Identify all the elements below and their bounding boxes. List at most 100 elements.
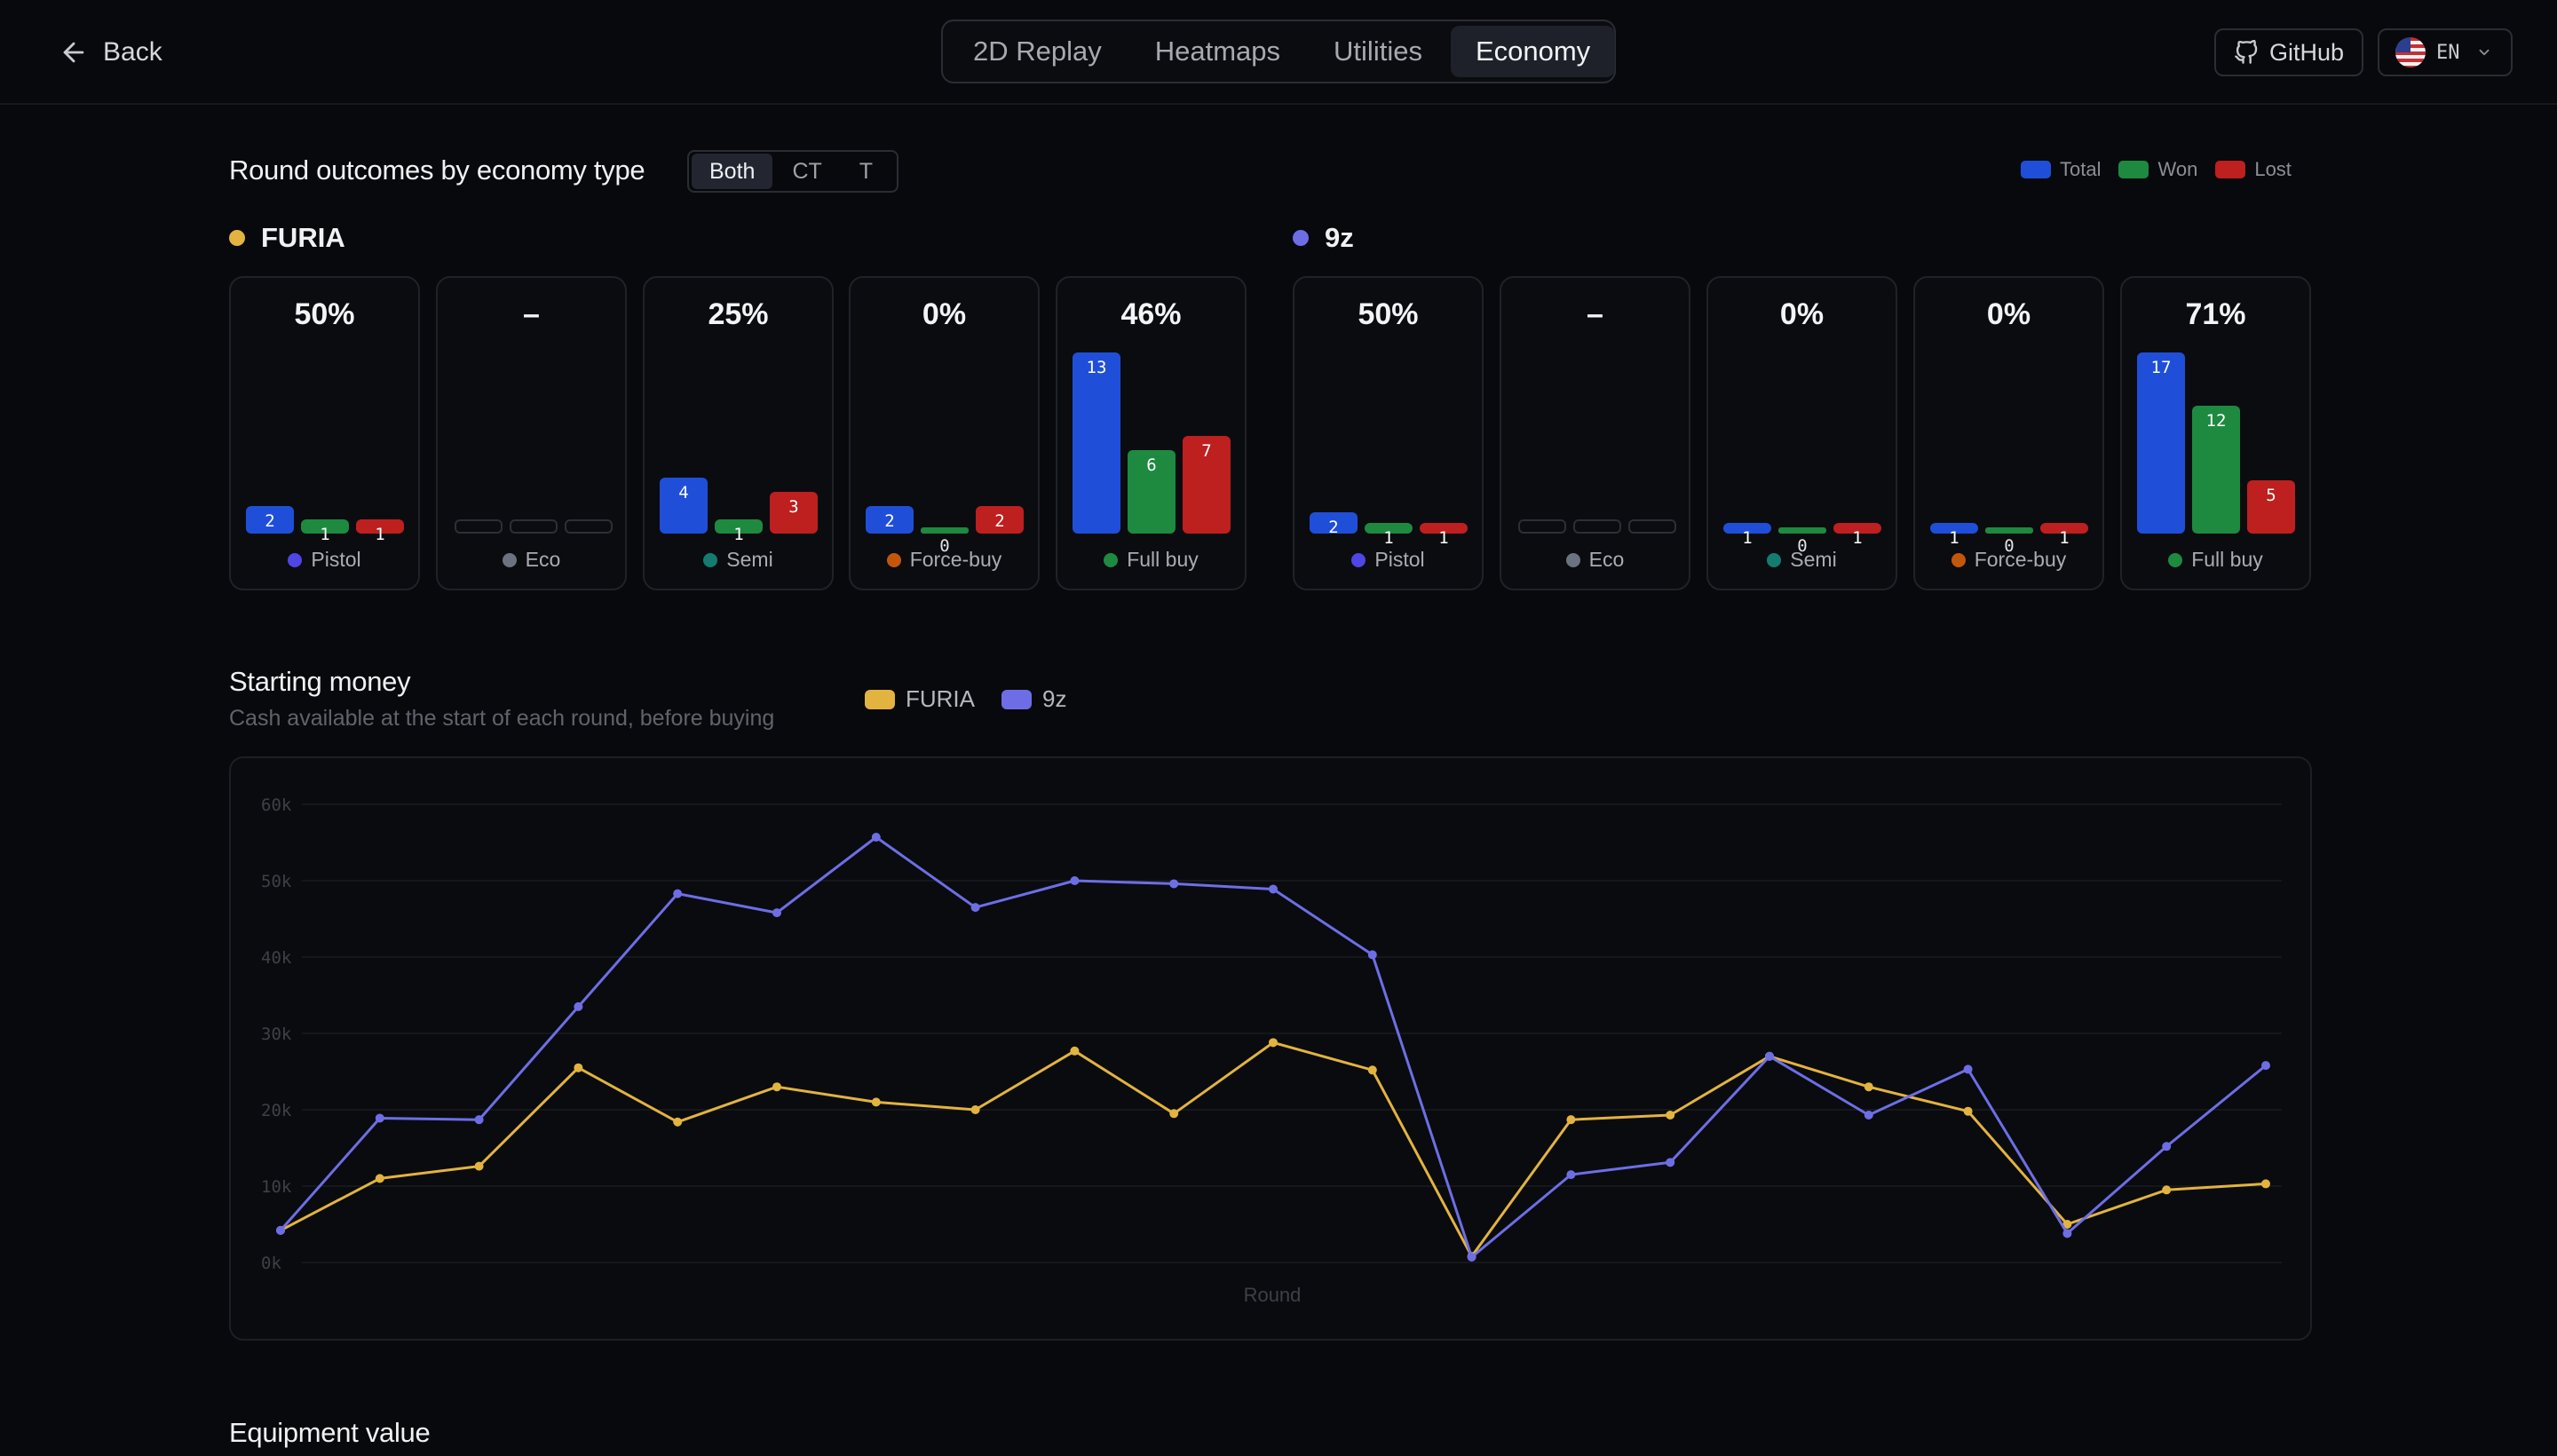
data-point-furia-round-5[interactable] xyxy=(673,1117,683,1127)
data-point-9z-round-1[interactable] xyxy=(276,1225,285,1235)
y-tick-label: 30k xyxy=(261,1025,292,1044)
data-point-9z-round-17[interactable] xyxy=(1864,1111,1873,1120)
bar-lost: 1 xyxy=(1833,523,1881,548)
bar-value-won: 1 xyxy=(733,525,744,544)
bar-total: 17 xyxy=(2137,352,2185,534)
economy-type-dot xyxy=(703,552,718,567)
outcomes-title: Round outcomes by economy type xyxy=(229,154,645,186)
data-point-9z-round-4[interactable] xyxy=(574,1001,583,1011)
data-point-9z-round-20[interactable] xyxy=(2162,1142,2172,1151)
economy-type-label: Eco xyxy=(1501,548,1689,572)
y-tick-label: 0k xyxy=(261,1254,281,1273)
side-option-ct[interactable]: CT xyxy=(792,158,822,184)
data-point-9z-round-7[interactable] xyxy=(871,832,881,842)
series-line-9z xyxy=(279,835,2267,1259)
data-point-furia-round-15[interactable] xyxy=(1666,1111,1675,1120)
data-point-9z-round-13[interactable] xyxy=(1467,1252,1476,1262)
bar-value-won: 1 xyxy=(1383,528,1394,548)
legend-item-furia: FURIA xyxy=(865,685,975,713)
legend-swatch-total xyxy=(2021,161,2051,178)
data-point-furia-round-12[interactable] xyxy=(1367,1065,1377,1075)
data-point-furia-round-18[interactable] xyxy=(1963,1106,1973,1116)
data-point-furia-round-3[interactable] xyxy=(474,1161,484,1171)
tab-2d-replay[interactable]: 2D Replay xyxy=(973,36,1102,67)
side-option-t[interactable]: T xyxy=(859,158,874,184)
data-point-9z-round-3[interactable] xyxy=(474,1115,484,1125)
data-point-9z-round-8[interactable] xyxy=(970,903,980,913)
bar-won: 1 xyxy=(301,519,349,544)
economy-type-label: Force-buy xyxy=(1915,548,2102,572)
legend-label-furia: FURIA xyxy=(906,685,975,712)
github-button[interactable]: GitHub xyxy=(2214,28,2363,76)
data-point-9z-round-21[interactable] xyxy=(2261,1061,2270,1071)
data-point-furia-round-6[interactable] xyxy=(772,1082,781,1092)
bar-lost: 1 xyxy=(356,519,404,544)
data-point-furia-round-9[interactable] xyxy=(1070,1046,1080,1056)
data-point-furia-round-7[interactable] xyxy=(871,1097,881,1107)
win-rate: 46% xyxy=(1120,297,1182,331)
data-point-9z-round-15[interactable] xyxy=(1666,1158,1675,1167)
chevron-down-icon xyxy=(2479,49,2489,56)
data-point-furia-round-8[interactable] xyxy=(970,1105,980,1114)
data-point-9z-round-12[interactable] xyxy=(1367,950,1377,960)
win-rate: 71% xyxy=(2185,297,2246,331)
side-option-both[interactable]: Both xyxy=(692,154,773,189)
win-rate: – xyxy=(1587,297,1603,331)
data-point-9z-round-19[interactable] xyxy=(2062,1229,2072,1238)
data-point-9z-round-6[interactable] xyxy=(772,908,781,918)
us-flag-icon xyxy=(2395,37,2426,67)
language-label: EN xyxy=(2436,41,2460,64)
data-point-furia-round-4[interactable] xyxy=(574,1063,583,1072)
data-point-9z-round-9[interactable] xyxy=(1070,876,1080,885)
win-rate: 0% xyxy=(922,297,967,331)
bar-value-won: 0 xyxy=(939,536,950,556)
starting-money-legend: FURIA 9z xyxy=(865,685,1066,713)
y-tick-label: 40k xyxy=(261,948,292,968)
legend-label-total: Total xyxy=(2060,158,2102,180)
data-point-furia-round-11[interactable] xyxy=(1269,1038,1278,1048)
data-point-9z-round-10[interactable] xyxy=(1169,879,1179,889)
bar-value-total: 4 xyxy=(678,483,689,502)
bar-value-won: 6 xyxy=(1146,455,1157,475)
series-line-furia xyxy=(280,1041,2267,1258)
economy-type-dot xyxy=(1104,552,1119,567)
tab-utilities[interactable]: Utilities xyxy=(1334,36,1422,67)
data-point-9z-round-14[interactable] xyxy=(1566,1170,1576,1180)
data-point-furia-round-14[interactable] xyxy=(1566,1115,1576,1125)
data-point-9z-round-2[interactable] xyxy=(375,1113,384,1123)
data-point-furia-round-2[interactable] xyxy=(375,1174,384,1183)
legend-swatch-9z xyxy=(1001,689,1032,709)
side-filter: Both CT T xyxy=(687,150,899,193)
bar-lost: 7 xyxy=(1183,436,1231,534)
economy-type-name: Full buy xyxy=(2191,548,2263,571)
empty-bar xyxy=(565,519,613,534)
data-point-furia-round-21[interactable] xyxy=(2261,1179,2270,1189)
bar-value-total: 1 xyxy=(1742,528,1753,548)
legend-label-won: Won xyxy=(2157,158,2198,180)
language-select[interactable]: EN xyxy=(2378,28,2513,76)
data-point-furia-round-17[interactable] xyxy=(1864,1082,1873,1092)
win-rate: 0% xyxy=(1779,297,1825,331)
team-name-furia: FURIA xyxy=(261,222,345,253)
tab-economy[interactable]: Economy xyxy=(1450,26,1616,77)
bar-won: 1 xyxy=(715,519,763,544)
bar-won: 0 xyxy=(1778,527,1826,556)
data-point-9z-round-16[interactable] xyxy=(1765,1051,1774,1061)
back-button[interactable]: Back xyxy=(59,30,162,75)
data-point-furia-round-19[interactable] xyxy=(2062,1220,2072,1229)
economy-type-dot xyxy=(502,552,517,567)
data-point-furia-round-10[interactable] xyxy=(1169,1109,1179,1119)
data-point-9z-round-5[interactable] xyxy=(673,889,683,898)
data-point-furia-round-20[interactable] xyxy=(2162,1185,2172,1195)
data-point-9z-round-18[interactable] xyxy=(1963,1064,1973,1074)
economy-card-9z-semi: 0% 1 0 1 Semi xyxy=(1706,276,1897,590)
empty-bar xyxy=(455,519,503,534)
legend-item-9z: 9z xyxy=(1001,685,1066,713)
economy-type-dot xyxy=(1951,552,1966,567)
tab-heatmaps[interactable]: Heatmaps xyxy=(1154,36,1281,67)
starting-money-chart: 0k 10k 20k 30k 40k 50k 60k Round xyxy=(229,756,2312,1341)
economy-type-name: Eco xyxy=(525,548,561,571)
data-point-9z-round-11[interactable] xyxy=(1269,884,1278,894)
bar-value-won: 0 xyxy=(2004,536,2015,556)
bar-total: 4 xyxy=(660,478,708,534)
